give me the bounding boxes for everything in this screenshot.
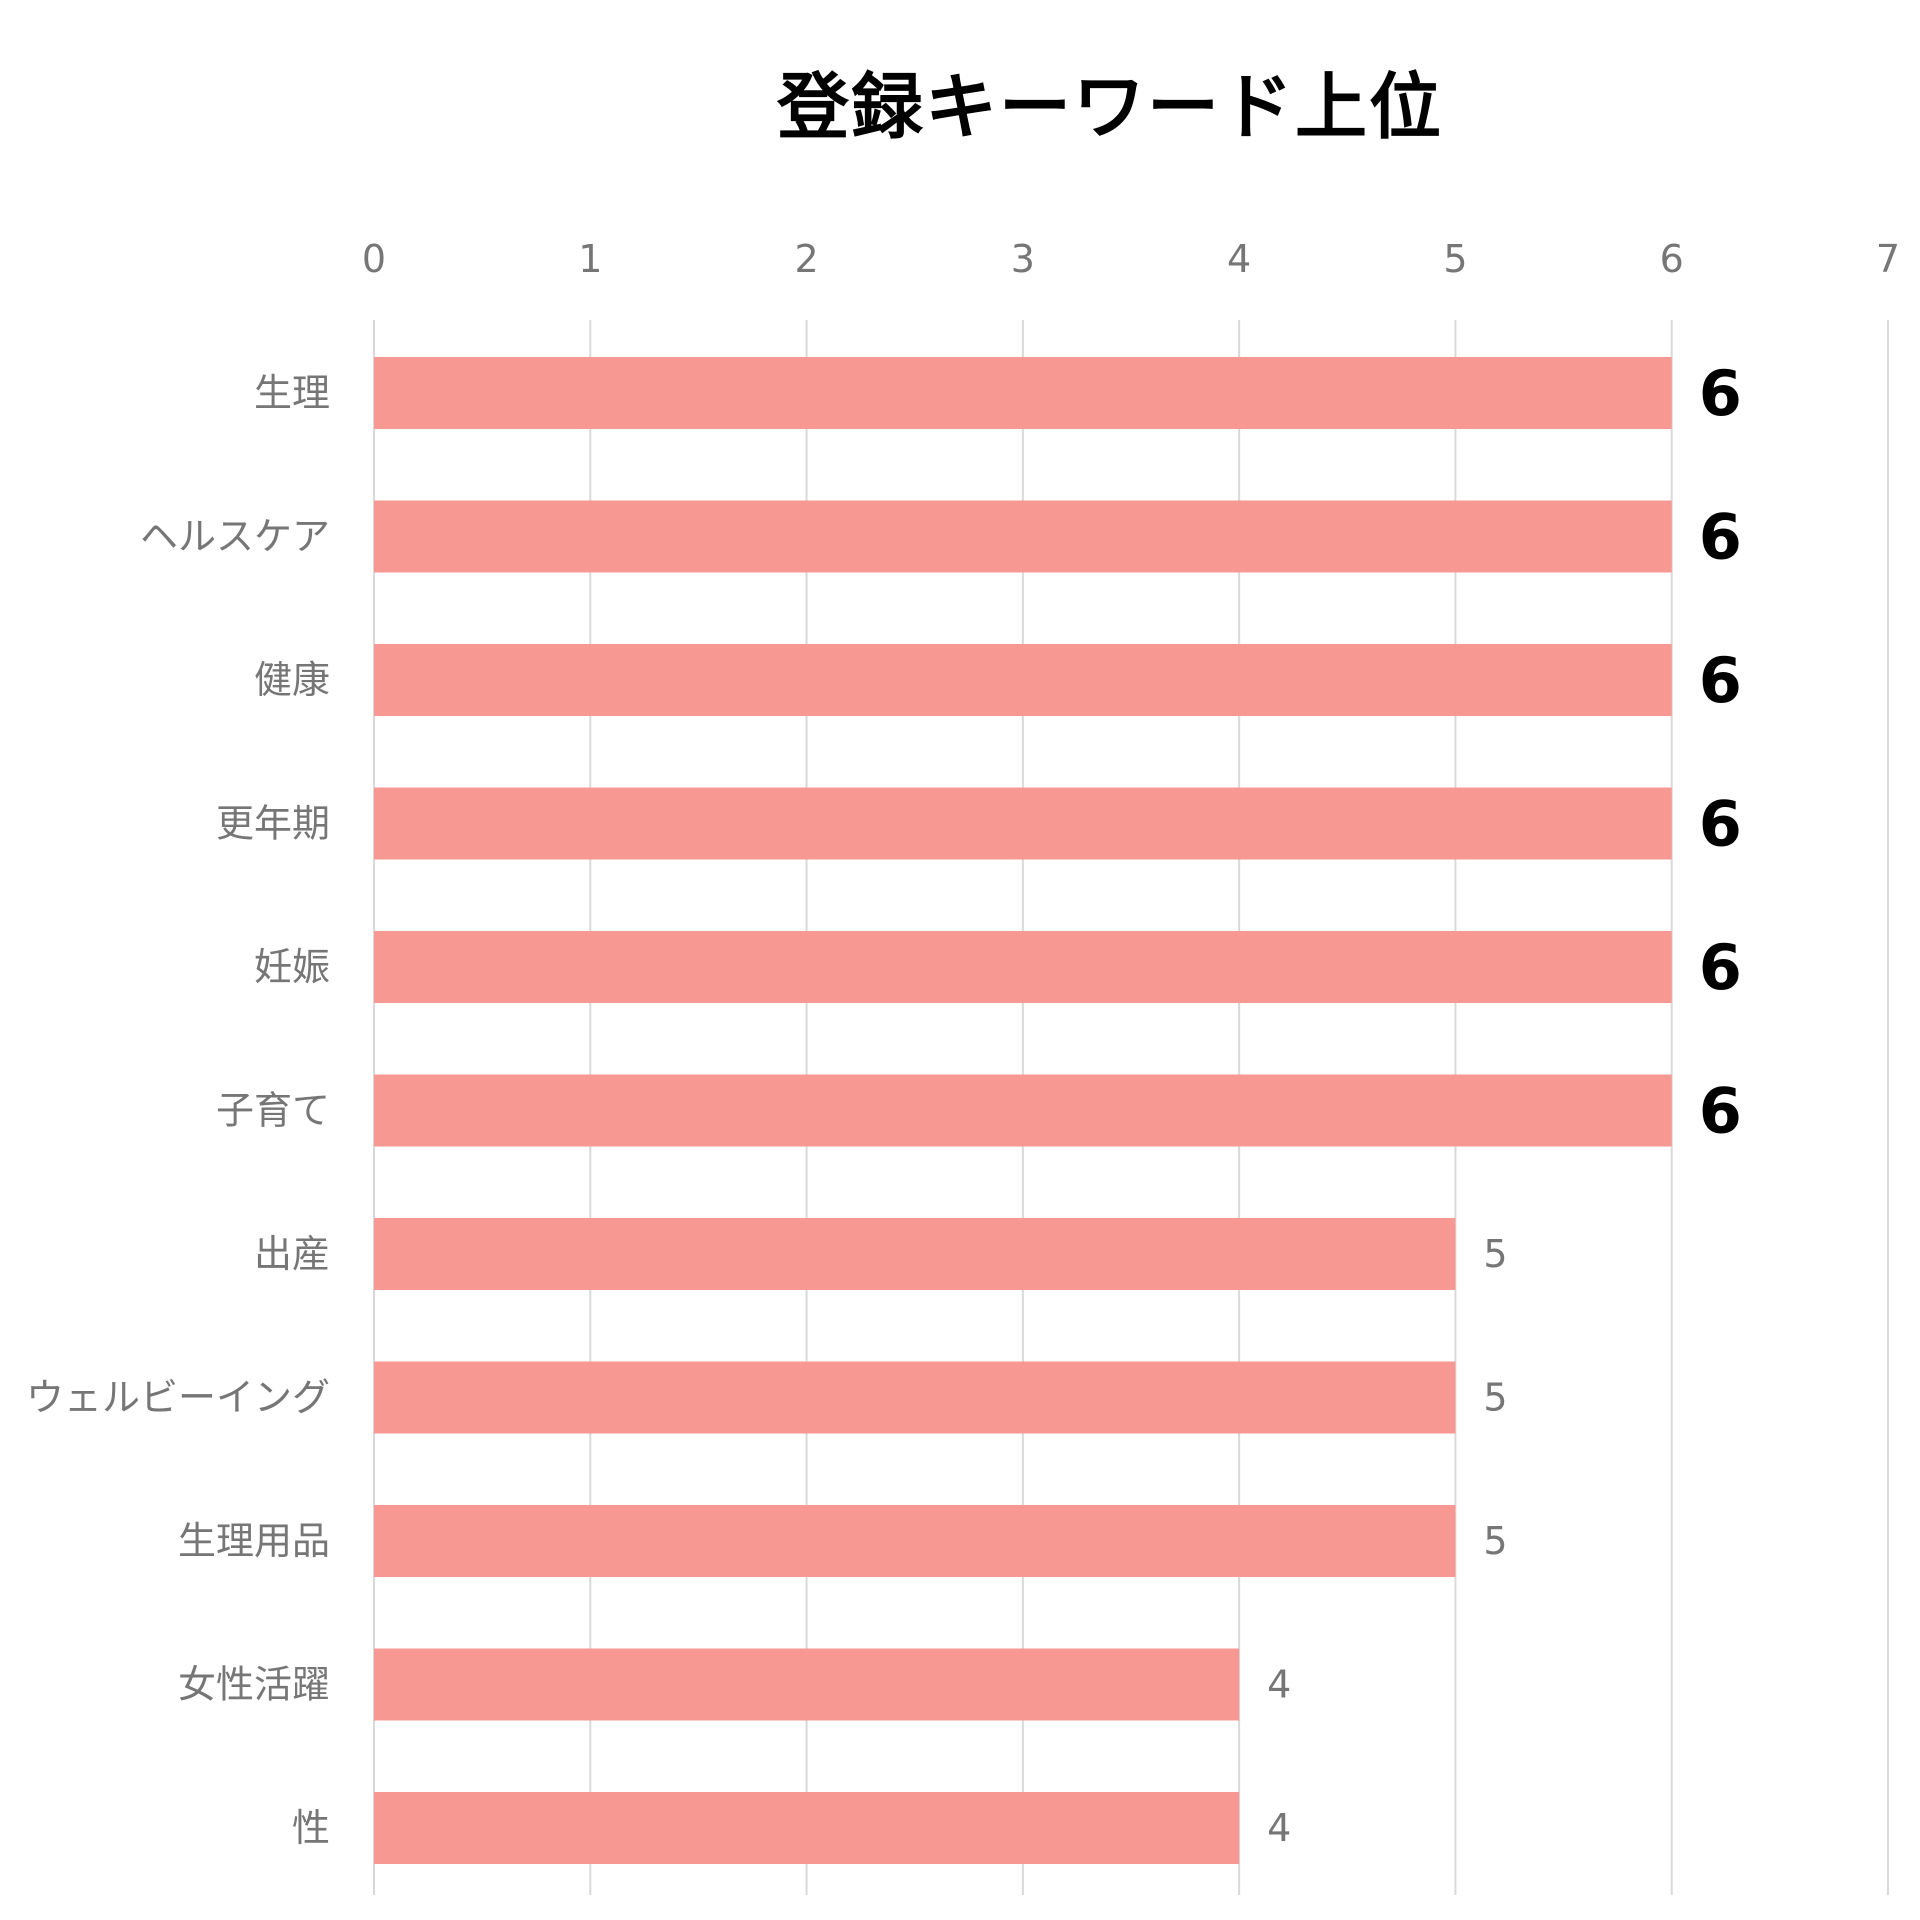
category-label: ウェルビーイング [26,1376,330,1420]
data-label: 6 [1699,1075,1742,1148]
bar [374,357,1672,429]
x-tick-label: 5 [1443,237,1467,281]
data-label: 4 [1267,1806,1291,1850]
bar [374,500,1672,573]
category-label: 女性活躍 [178,1663,330,1707]
bar [374,931,1672,1003]
x-tick-label: 6 [1660,237,1684,281]
category-label: 妊娠 [254,945,330,989]
data-label: 6 [1699,788,1742,861]
category-label: ヘルスケア [140,515,330,559]
data-label: 6 [1699,501,1742,574]
category-label: 生理用品 [178,1519,330,1563]
x-tick-label: 3 [1011,237,1035,281]
x-tick-label: 4 [1227,237,1251,281]
category-label: 子育て [216,1089,330,1133]
bar [374,1792,1240,1864]
bar [374,644,1672,716]
bar [374,1505,1456,1577]
data-label: 6 [1699,357,1742,430]
bar [374,1074,1672,1147]
bar [374,1361,1456,1434]
category-label: 性 [292,1806,330,1850]
bar [374,1648,1240,1721]
x-axis-ticks: 0 1 2 3 4 5 6 7 [362,237,1900,281]
bar [374,1218,1456,1290]
data-label: 5 [1483,1232,1507,1276]
data-label: 5 [1483,1376,1507,1420]
data-label: 5 [1483,1519,1507,1563]
data-label: 4 [1267,1663,1291,1707]
x-tick-label: 0 [362,237,386,281]
data-label: 6 [1699,644,1742,717]
data-label: 6 [1699,931,1742,1004]
category-label: 生理 [254,371,330,415]
x-tick-label: 2 [794,237,818,281]
category-label: 更年期 [216,802,330,846]
x-tick-label: 7 [1876,237,1900,281]
category-label: 健康 [254,658,330,702]
bar [374,787,1672,860]
value-labels: 6 6 6 6 6 6 5 5 5 4 4 [1267,357,1742,1850]
x-tick-label: 1 [578,237,602,281]
chart-title: 登録キーワード上位 [776,65,1443,149]
category-label: 出産 [254,1232,330,1276]
bars [374,357,1672,1864]
